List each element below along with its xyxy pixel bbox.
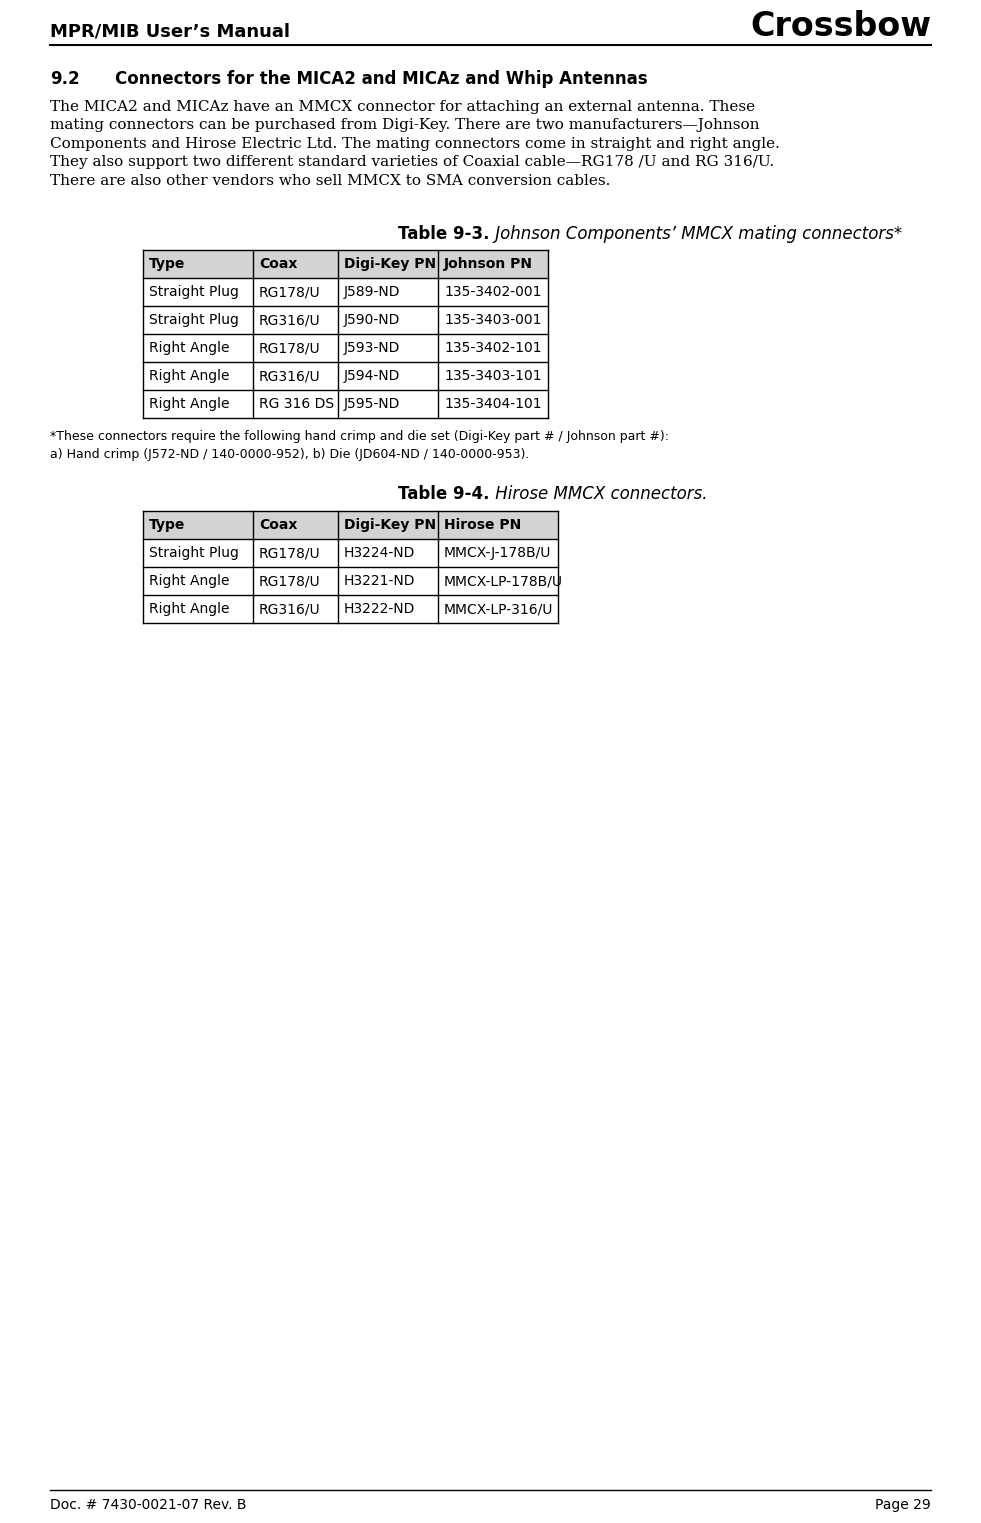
Text: H3221-ND: H3221-ND	[344, 574, 416, 588]
Bar	[143, 250, 548, 417]
Text: J595-ND: J595-ND	[344, 398, 400, 411]
Text: Type: Type	[149, 257, 185, 271]
Text: RG316/U: RG316/U	[259, 369, 321, 382]
Text: Hirose MMCX connectors.: Hirose MMCX connectors.	[490, 484, 707, 503]
Text: MPR/MIB User’s Manual: MPR/MIB User’s Manual	[50, 21, 290, 40]
Text: Crossbow: Crossbow	[749, 11, 931, 43]
Text: Johnson PN: Johnson PN	[444, 257, 533, 271]
Text: Johnson Components’ MMCX mating connectors*: Johnson Components’ MMCX mating connecto…	[490, 225, 903, 244]
Text: 135-3402-001: 135-3402-001	[444, 285, 542, 299]
Text: Right Angle: Right Angle	[149, 341, 230, 355]
Text: *These connectors require the following hand crimp and die set (Digi-Key part # : *These connectors require the following …	[50, 429, 669, 461]
Text: Type: Type	[149, 518, 185, 532]
Text: 135-3403-101: 135-3403-101	[444, 369, 542, 382]
Text: Digi-Key PN: Digi-Key PN	[344, 518, 437, 532]
Text: Right Angle: Right Angle	[149, 602, 230, 615]
Text: Right Angle: Right Angle	[149, 574, 230, 588]
Text: Coax: Coax	[259, 257, 297, 271]
Text: RG 316 DS: RG 316 DS	[259, 398, 335, 411]
Text: 9.2: 9.2	[50, 70, 79, 88]
Bar	[143, 512, 558, 539]
Text: J589-ND: J589-ND	[344, 285, 400, 299]
Bar	[143, 250, 548, 279]
Text: MMCX-J-178B/U: MMCX-J-178B/U	[444, 547, 551, 560]
Text: 135-3404-101: 135-3404-101	[444, 398, 542, 411]
Text: The MICA2 and MICAz have an MMCX connector for attaching an external antenna. Th: The MICA2 and MICAz have an MMCX connect…	[50, 101, 780, 187]
Text: J594-ND: J594-ND	[344, 369, 400, 382]
Text: Straight Plug: Straight Plug	[149, 285, 239, 299]
Text: RG316/U: RG316/U	[259, 602, 321, 615]
Text: Page 29: Page 29	[875, 1499, 931, 1512]
Text: 135-3403-001: 135-3403-001	[444, 314, 542, 327]
Text: 135-3402-101: 135-3402-101	[444, 341, 542, 355]
Text: MMCX-LP-316/U: MMCX-LP-316/U	[444, 602, 553, 615]
Bar	[143, 512, 558, 623]
Text: RG178/U: RG178/U	[259, 341, 321, 355]
Text: Right Angle: Right Angle	[149, 398, 230, 411]
Text: Table 9-3.: Table 9-3.	[398, 225, 490, 244]
Text: J593-ND: J593-ND	[344, 341, 400, 355]
Text: RG178/U: RG178/U	[259, 574, 321, 588]
Text: H3224-ND: H3224-ND	[344, 547, 415, 560]
Text: Table 9-4.: Table 9-4.	[398, 484, 490, 503]
Text: Straight Plug: Straight Plug	[149, 547, 239, 560]
Text: Hirose PN: Hirose PN	[444, 518, 521, 532]
Text: Connectors for the MICA2 and MICAz and Whip Antennas: Connectors for the MICA2 and MICAz and W…	[115, 70, 647, 88]
Text: MMCX-LP-178B/U: MMCX-LP-178B/U	[444, 574, 563, 588]
Text: J590-ND: J590-ND	[344, 314, 400, 327]
Text: RG178/U: RG178/U	[259, 285, 321, 299]
Text: Straight Plug: Straight Plug	[149, 314, 239, 327]
Text: Right Angle: Right Angle	[149, 369, 230, 382]
Text: H3222-ND: H3222-ND	[344, 602, 415, 615]
Text: Doc. # 7430-0021-07 Rev. B: Doc. # 7430-0021-07 Rev. B	[50, 1499, 246, 1512]
Text: RG178/U: RG178/U	[259, 547, 321, 560]
Text: Coax: Coax	[259, 518, 297, 532]
Text: RG316/U: RG316/U	[259, 314, 321, 327]
Text: Digi-Key PN: Digi-Key PN	[344, 257, 437, 271]
